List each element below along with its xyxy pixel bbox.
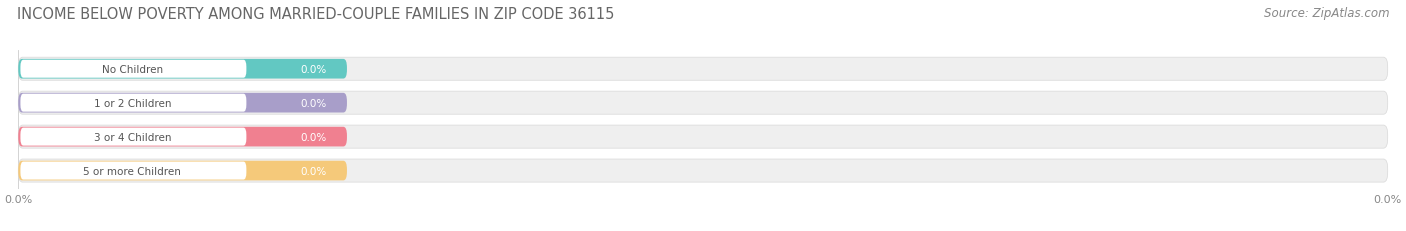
Text: No Children: No Children [101, 64, 163, 74]
FancyBboxPatch shape [21, 128, 246, 146]
FancyBboxPatch shape [21, 162, 246, 180]
Text: 0.0%: 0.0% [299, 64, 326, 74]
Text: 1 or 2 Children: 1 or 2 Children [94, 98, 172, 108]
Text: 3 or 4 Children: 3 or 4 Children [94, 132, 172, 142]
FancyBboxPatch shape [21, 61, 246, 78]
FancyBboxPatch shape [18, 127, 347, 147]
Text: 0.0%: 0.0% [299, 166, 326, 176]
FancyBboxPatch shape [18, 58, 1388, 81]
FancyBboxPatch shape [18, 93, 347, 113]
FancyBboxPatch shape [18, 125, 1388, 149]
FancyBboxPatch shape [21, 94, 246, 112]
FancyBboxPatch shape [18, 60, 347, 79]
FancyBboxPatch shape [18, 159, 1388, 182]
Text: Source: ZipAtlas.com: Source: ZipAtlas.com [1264, 7, 1389, 20]
Text: 0.0%: 0.0% [299, 132, 326, 142]
Text: INCOME BELOW POVERTY AMONG MARRIED-COUPLE FAMILIES IN ZIP CODE 36115: INCOME BELOW POVERTY AMONG MARRIED-COUPL… [17, 7, 614, 22]
FancyBboxPatch shape [18, 92, 1388, 115]
Text: 5 or more Children: 5 or more Children [83, 166, 181, 176]
FancyBboxPatch shape [18, 161, 347, 181]
Text: 0.0%: 0.0% [299, 98, 326, 108]
